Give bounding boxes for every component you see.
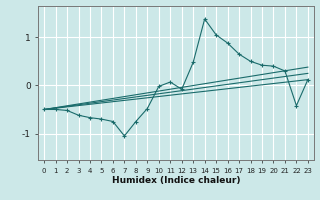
X-axis label: Humidex (Indice chaleur): Humidex (Indice chaleur) bbox=[112, 176, 240, 185]
